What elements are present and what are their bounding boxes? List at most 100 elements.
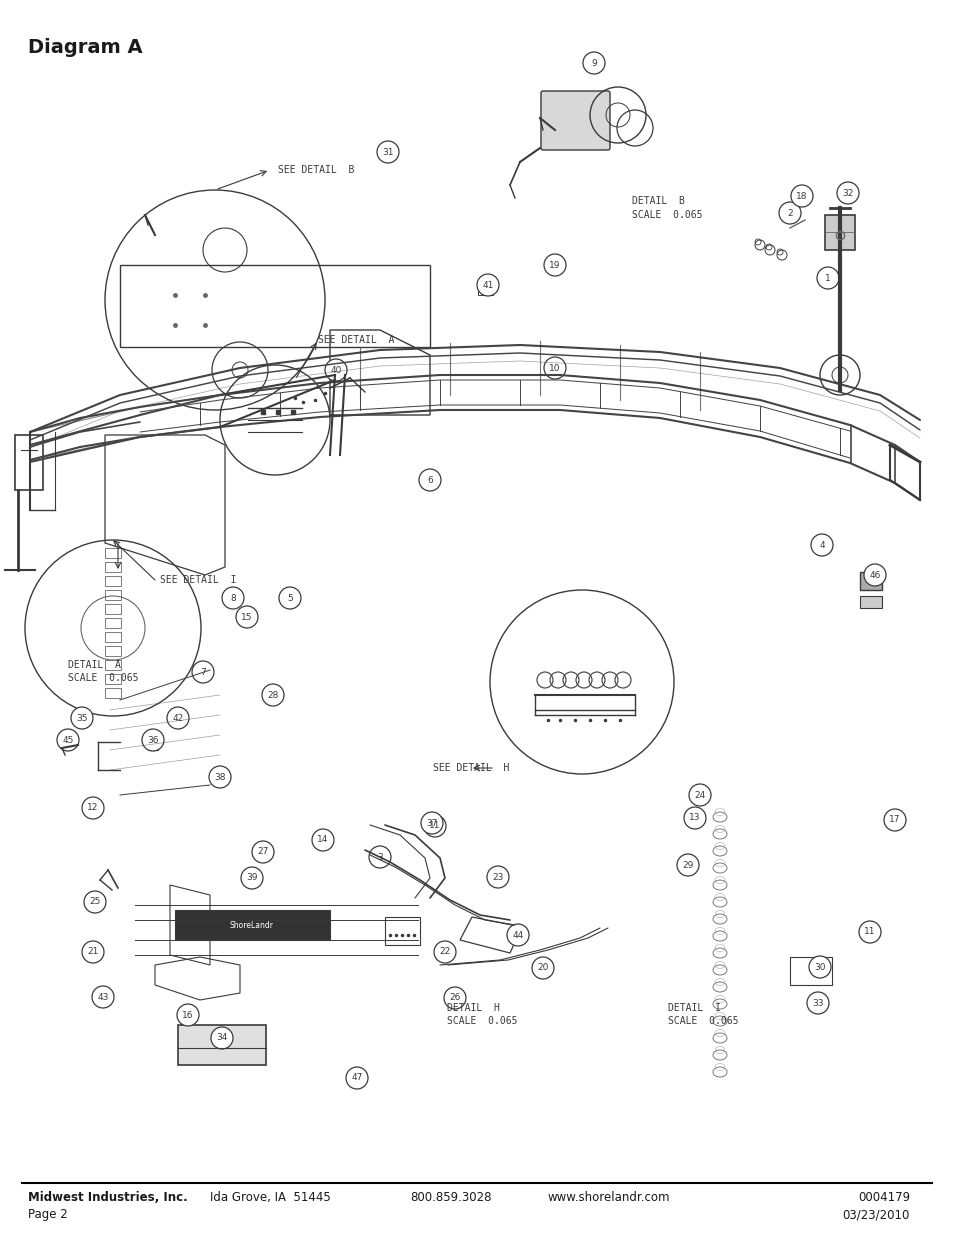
Text: 21: 21 xyxy=(88,947,98,956)
Text: 4: 4 xyxy=(819,541,824,550)
Text: SEE DETAIL  B: SEE DETAIL B xyxy=(277,165,354,175)
Bar xyxy=(385,918,419,945)
Text: 47: 47 xyxy=(351,1073,362,1083)
Text: 5: 5 xyxy=(287,594,293,603)
Text: SCALE  0.065: SCALE 0.065 xyxy=(667,1016,738,1026)
Text: 25: 25 xyxy=(90,898,101,906)
Circle shape xyxy=(790,185,812,207)
Circle shape xyxy=(506,924,529,946)
Circle shape xyxy=(863,564,885,585)
Text: 20: 20 xyxy=(537,963,548,972)
FancyBboxPatch shape xyxy=(540,91,609,149)
Circle shape xyxy=(420,811,442,834)
Circle shape xyxy=(241,867,263,889)
Circle shape xyxy=(858,921,880,944)
Circle shape xyxy=(443,987,465,1009)
Circle shape xyxy=(543,357,565,379)
Circle shape xyxy=(677,853,699,876)
Text: Diagram A: Diagram A xyxy=(28,38,143,57)
Text: www.shorelandr.com: www.shorelandr.com xyxy=(547,1192,670,1204)
Circle shape xyxy=(278,587,301,609)
Text: DETAIL  B: DETAIL B xyxy=(631,196,684,206)
Text: 15: 15 xyxy=(241,613,253,621)
Circle shape xyxy=(423,815,446,837)
Circle shape xyxy=(883,809,905,831)
Bar xyxy=(859,572,882,590)
Text: DETAIL  A: DETAIL A xyxy=(68,659,121,671)
Text: 33: 33 xyxy=(811,999,822,1008)
Text: 16: 16 xyxy=(182,1010,193,1020)
Bar xyxy=(105,688,121,698)
Circle shape xyxy=(57,729,79,751)
Circle shape xyxy=(209,766,231,788)
Text: 03/23/2010: 03/23/2010 xyxy=(841,1209,909,1221)
Text: 9: 9 xyxy=(591,58,597,68)
Circle shape xyxy=(376,141,398,163)
Bar xyxy=(105,548,121,558)
Bar xyxy=(105,576,121,585)
Text: 22: 22 xyxy=(439,947,450,956)
Text: SCALE  0.065: SCALE 0.065 xyxy=(68,673,138,683)
FancyBboxPatch shape xyxy=(178,1025,266,1065)
Text: 38: 38 xyxy=(214,773,226,782)
Text: 10: 10 xyxy=(549,363,560,373)
Text: SCALE  0.065: SCALE 0.065 xyxy=(447,1016,517,1026)
Text: 36: 36 xyxy=(147,736,158,745)
Text: 8: 8 xyxy=(230,594,235,603)
Text: 40: 40 xyxy=(330,366,341,374)
Circle shape xyxy=(476,274,498,296)
Bar xyxy=(174,910,330,940)
Bar xyxy=(105,562,121,572)
Text: 12: 12 xyxy=(88,804,98,813)
Text: SEE DETAIL  A: SEE DETAIL A xyxy=(317,335,394,345)
Text: 39: 39 xyxy=(246,873,257,883)
Text: 3: 3 xyxy=(376,852,382,862)
Bar xyxy=(859,597,882,608)
Text: 27: 27 xyxy=(257,847,269,857)
Circle shape xyxy=(71,706,92,729)
Circle shape xyxy=(252,841,274,863)
Text: 44: 44 xyxy=(512,930,523,940)
Text: 13: 13 xyxy=(688,814,700,823)
Text: 17: 17 xyxy=(888,815,900,825)
Text: 35: 35 xyxy=(76,714,88,722)
Text: 19: 19 xyxy=(549,261,560,269)
Circle shape xyxy=(177,1004,199,1026)
Circle shape xyxy=(312,829,334,851)
Circle shape xyxy=(369,846,391,868)
Circle shape xyxy=(262,684,284,706)
Bar xyxy=(477,283,493,295)
Bar xyxy=(105,674,121,684)
Circle shape xyxy=(84,890,106,913)
Circle shape xyxy=(325,359,347,382)
Circle shape xyxy=(82,797,104,819)
Text: 24: 24 xyxy=(694,790,705,799)
Circle shape xyxy=(235,606,257,629)
Text: 14: 14 xyxy=(317,836,329,845)
Text: 11: 11 xyxy=(863,927,875,936)
Text: 7: 7 xyxy=(200,667,206,677)
Text: 1: 1 xyxy=(824,273,830,283)
Text: 32: 32 xyxy=(841,189,853,198)
Circle shape xyxy=(688,784,710,806)
Circle shape xyxy=(91,986,113,1008)
Bar xyxy=(105,618,121,629)
Text: SEE DETAIL  H: SEE DETAIL H xyxy=(433,763,509,773)
Text: 26: 26 xyxy=(449,993,460,1003)
Circle shape xyxy=(192,661,213,683)
Circle shape xyxy=(434,941,456,963)
Text: 37: 37 xyxy=(426,819,437,827)
Circle shape xyxy=(211,1028,233,1049)
Text: 800.859.3028: 800.859.3028 xyxy=(410,1192,491,1204)
Bar xyxy=(15,435,43,490)
Bar xyxy=(105,646,121,656)
Circle shape xyxy=(418,469,440,492)
Circle shape xyxy=(806,992,828,1014)
Text: Ida Grove, IA  51445: Ida Grove, IA 51445 xyxy=(210,1192,331,1204)
Bar xyxy=(105,604,121,614)
Text: 42: 42 xyxy=(172,714,183,722)
Bar xyxy=(105,632,121,642)
Bar xyxy=(105,659,121,671)
Text: 31: 31 xyxy=(382,147,394,157)
Circle shape xyxy=(836,182,858,204)
